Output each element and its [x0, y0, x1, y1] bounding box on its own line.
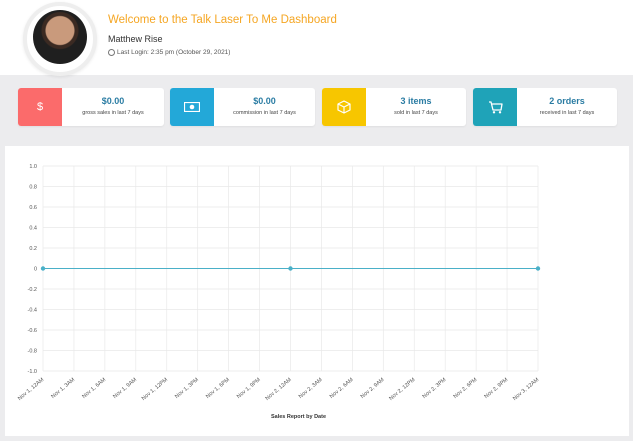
- last-login-text: Last Login: 2:35 pm (October 29, 2021): [117, 49, 231, 57]
- x-tick-label: Nov 2, 9AM: [360, 377, 386, 400]
- welcome-title: Welcome to the Talk Laser To Me Dashboar…: [108, 14, 337, 26]
- y-tick-label: 0.6: [29, 205, 37, 211]
- y-tick-label: 1.0: [29, 164, 37, 170]
- x-tick-label: Nov 1, 12AM: [17, 377, 46, 402]
- data-point: [535, 266, 541, 271]
- items-sold-card: 3 items sold in last 7 days: [322, 88, 466, 126]
- y-tick-label: -0.6: [28, 328, 37, 334]
- card-value: 2 orders: [549, 96, 585, 106]
- data-point: [40, 266, 46, 271]
- card-label: sold in last 7 days: [394, 110, 438, 116]
- last-login: Last Login: 2:35 pm (October 29, 2021): [108, 49, 230, 56]
- user-name: Matthew Rise: [108, 34, 163, 44]
- y-tick-label: 0.8: [29, 185, 37, 191]
- x-axis-title: Sales Report by Date: [271, 414, 326, 420]
- avatar: [23, 2, 97, 76]
- money-bill-icon: [170, 88, 214, 126]
- profile-photo: [33, 10, 87, 64]
- sales-chart-panel: 1.0 0.8 0.6 0.4 0.2 0 -0.2 -0.4 -0.6 -0.8 -1.0 Nov …: [5, 146, 629, 436]
- x-tick-label: Nov 1, 3PM: [174, 377, 200, 400]
- card-label: received in last 7 days: [539, 110, 595, 116]
- x-tick-label: Nov 2, 9PM: [483, 377, 509, 400]
- y-tick-label: 0.2: [29, 246, 37, 252]
- orders-card: 2 orders received in last 7 days: [473, 88, 617, 126]
- card-value: $0.00: [101, 96, 125, 106]
- y-tick-label: 0: [34, 267, 37, 273]
- x-tick-label: Nov 1, 12PM: [141, 377, 170, 402]
- y-tick-label: -0.4: [28, 308, 37, 314]
- x-tick-label: Nov 2, 12PM: [388, 377, 417, 402]
- clock-icon: [108, 49, 115, 56]
- dashboard-header: Welcome to the Talk Laser To Me Dashboar…: [0, 0, 633, 76]
- x-tick-label: Nov 2, 3PM: [422, 377, 448, 400]
- cart-icon: [473, 88, 517, 126]
- data-point: [288, 266, 293, 271]
- x-tick-label: Nov 3, 12AM: [512, 377, 541, 402]
- dollar-icon: $: [18, 88, 62, 126]
- x-tick-label: Nov 1, 6AM: [81, 377, 107, 400]
- y-tick-label: -1.0: [28, 369, 37, 375]
- x-tick-label: Nov 1, 9PM: [236, 377, 262, 400]
- gross-sales-card: $ $0.00 gross sales in last 7 days: [18, 88, 164, 126]
- x-tick-label: Nov 2, 6AM: [329, 377, 355, 400]
- y-tick-label: -0.2: [28, 287, 37, 293]
- card-label: gross sales in last 7 days: [82, 110, 144, 116]
- x-tick-label: Nov 2, 6PM: [453, 377, 479, 400]
- sales-chart: 1.0 0.8 0.6 0.4 0.2 0 -0.2 -0.4 -0.6 -0.8 -1.0 Nov …: [17, 164, 541, 420]
- x-tick-label: Nov 1, 6PM: [205, 377, 231, 400]
- y-tick-label: -0.8: [28, 349, 37, 355]
- y-tick-label: 0.4: [29, 226, 37, 232]
- cube-icon: [322, 88, 366, 126]
- card-value: $0.00: [253, 96, 276, 106]
- card-value: 3 items: [400, 96, 432, 106]
- card-label: commission in last 7 days: [233, 110, 296, 116]
- x-tick-label: Nov 1, 9AM: [112, 377, 138, 400]
- commission-card: $0.00 commission in last 7 days: [170, 88, 315, 126]
- x-tick-label: Nov 1, 3AM: [50, 377, 76, 400]
- x-tick-label: Nov 2, 3AM: [298, 377, 324, 400]
- x-tick-label: Nov 2, 12AM: [265, 377, 294, 402]
